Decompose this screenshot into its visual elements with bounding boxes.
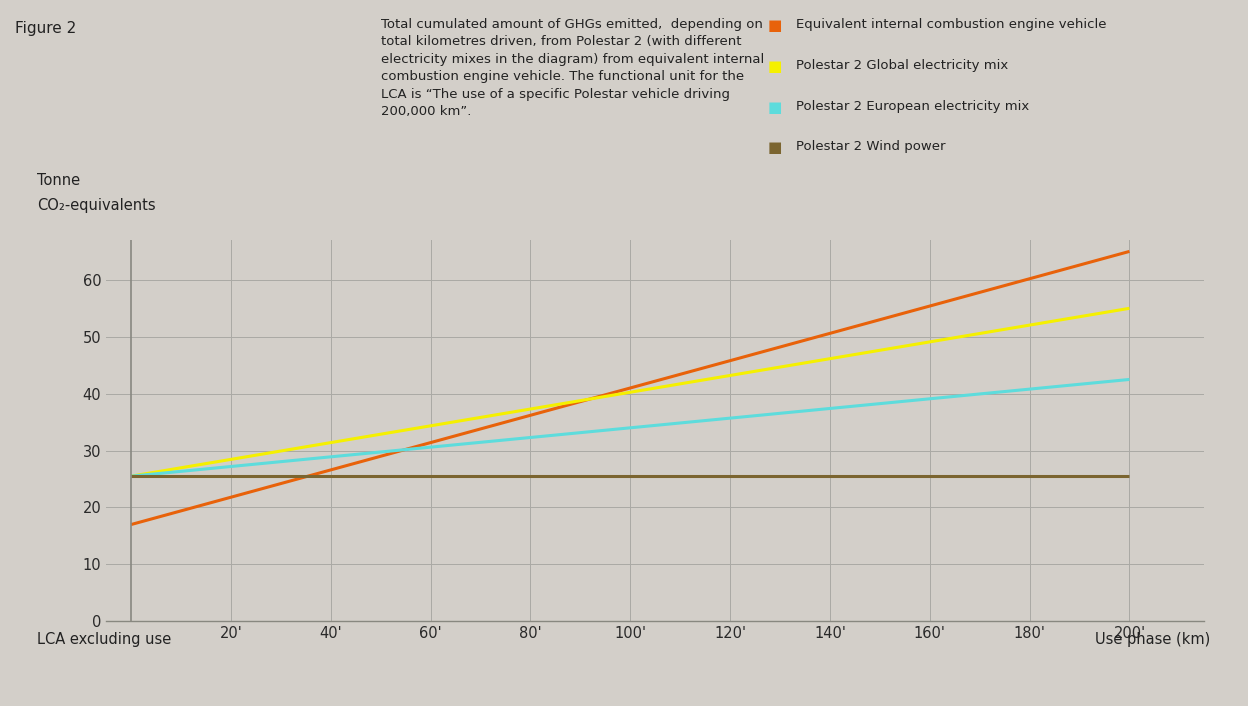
Text: Polestar 2 Wind power: Polestar 2 Wind power bbox=[796, 140, 946, 153]
Text: ■: ■ bbox=[768, 18, 782, 32]
Text: ■: ■ bbox=[768, 100, 782, 114]
Text: Use phase (km): Use phase (km) bbox=[1096, 632, 1211, 647]
Text: Tonne: Tonne bbox=[37, 173, 81, 188]
Text: LCA excluding use: LCA excluding use bbox=[37, 632, 172, 647]
Text: Polestar 2 European electricity mix: Polestar 2 European electricity mix bbox=[796, 100, 1030, 112]
Text: ■: ■ bbox=[768, 140, 782, 155]
Text: CO₂-equivalents: CO₂-equivalents bbox=[37, 198, 156, 213]
Text: Equivalent internal combustion engine vehicle: Equivalent internal combustion engine ve… bbox=[796, 18, 1107, 30]
Text: Polestar 2 Global electricity mix: Polestar 2 Global electricity mix bbox=[796, 59, 1008, 71]
Text: ■: ■ bbox=[768, 59, 782, 73]
Text: Total cumulated amount of GHGs emitted,  depending on
total kilometres driven, f: Total cumulated amount of GHGs emitted, … bbox=[381, 18, 764, 118]
Text: Figure 2: Figure 2 bbox=[15, 21, 76, 36]
